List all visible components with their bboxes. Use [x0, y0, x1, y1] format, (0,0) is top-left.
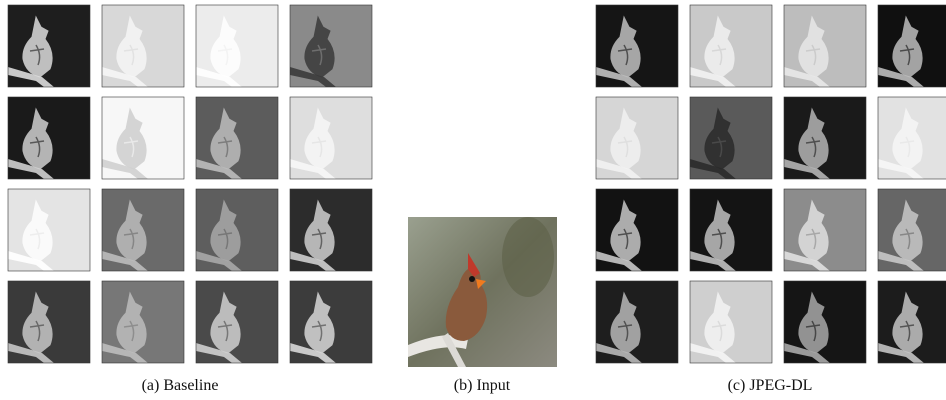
- feature-map: [595, 188, 679, 272]
- input-image: [408, 217, 557, 367]
- feature-map: [689, 96, 773, 180]
- feature-map: [595, 4, 679, 88]
- feature-map: [595, 96, 679, 180]
- jpeg-dl-grid: [595, 4, 946, 364]
- caption: (c) JPEG-DL: [728, 377, 813, 394]
- feature-map: [101, 4, 185, 88]
- feature-map: [7, 96, 91, 180]
- feature-map: [689, 280, 773, 364]
- feature-map: [289, 188, 373, 272]
- feature-map: [689, 4, 773, 88]
- feature-map: [195, 4, 279, 88]
- feature-map: [877, 280, 946, 364]
- feature-map: [195, 96, 279, 180]
- feature-map: [783, 280, 867, 364]
- feature-map: [877, 4, 946, 88]
- feature-map: [289, 96, 373, 180]
- caption: (a) Baseline: [142, 377, 219, 394]
- feature-map: [689, 188, 773, 272]
- feature-map: [783, 96, 867, 180]
- feature-map: [783, 188, 867, 272]
- feature-map: [101, 280, 185, 364]
- feature-map: [7, 4, 91, 88]
- feature-map: [289, 280, 373, 364]
- feature-map: [101, 188, 185, 272]
- feature-map: [595, 280, 679, 364]
- feature-map: [877, 188, 946, 272]
- feature-map: [195, 188, 279, 272]
- feature-map: [195, 280, 279, 364]
- feature-map: [7, 280, 91, 364]
- feature-map: [783, 4, 867, 88]
- feature-map: [7, 188, 91, 272]
- caption: (b) Input: [454, 377, 511, 394]
- feature-map: [289, 4, 373, 88]
- feature-map: [101, 96, 185, 180]
- feature-map: [877, 96, 946, 180]
- baseline-grid: [7, 4, 373, 364]
